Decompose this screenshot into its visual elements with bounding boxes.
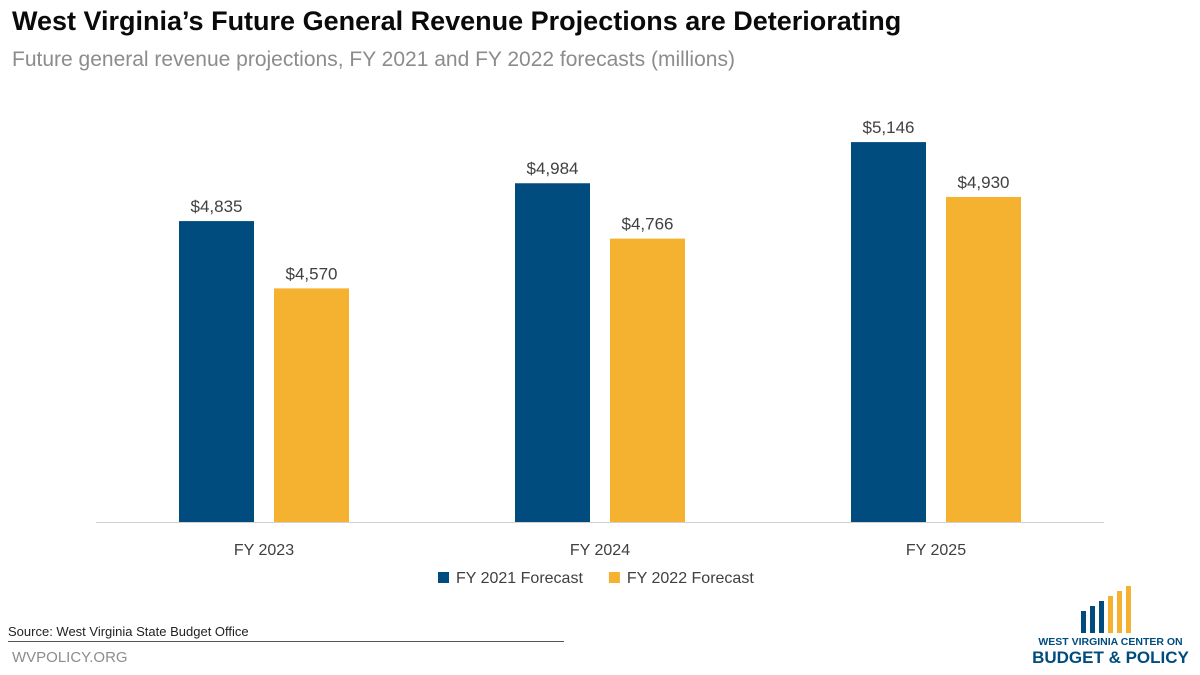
logo-text-line1: WEST VIRGINIA CENTER ON xyxy=(1038,636,1183,648)
data-label: $4,570 xyxy=(286,264,338,283)
bar-fy-2023-series-1 xyxy=(179,221,254,522)
wvcbp-logo: WEST VIRGINIA CENTER ON BUDGET & POLICY xyxy=(1028,585,1193,670)
legend-swatch-series-1 xyxy=(438,572,449,583)
bar-fy-2023-series-2 xyxy=(274,288,349,522)
bar-fy-2025-series-2 xyxy=(946,196,1021,522)
bar-graph-logo-icon xyxy=(1081,586,1131,633)
data-label: $4,766 xyxy=(622,215,674,234)
x-tick-label: FY 2024 xyxy=(570,542,630,559)
data-label: $4,835 xyxy=(191,197,243,216)
source-divider xyxy=(8,641,564,642)
legend-swatch-series-2 xyxy=(608,572,620,583)
chart-title: West Virginia’s Future General Revenue P… xyxy=(12,6,902,36)
data-label: $5,146 xyxy=(863,118,915,137)
bar-fy-2024-series-1 xyxy=(515,183,590,522)
bar-chart: $4,835 $4,570 FY 2023 $4,984 $4,766 FY 2024 $5… xyxy=(96,118,1104,587)
chart-subtitle: Future general revenue projections, FY 2… xyxy=(12,48,735,71)
website-label[interactable]: WVPOLICY.ORG xyxy=(12,649,128,666)
legend-label-series-2: FY 2022 Forecast xyxy=(627,570,754,587)
bar-fy-2024-series-2 xyxy=(610,238,685,522)
x-tick-label: FY 2023 xyxy=(234,542,294,559)
data-label: $4,930 xyxy=(958,173,1010,192)
data-label: $4,984 xyxy=(527,159,579,178)
logo-text-line2: BUDGET & POLICY xyxy=(1032,648,1189,667)
source-note: Source: West Virginia State Budget Offic… xyxy=(8,624,249,639)
x-tick-label: FY 2025 xyxy=(906,542,966,559)
bar-fy-2025-series-1 xyxy=(851,142,926,522)
legend-label-series-1: FY 2021 Forecast xyxy=(456,570,583,587)
